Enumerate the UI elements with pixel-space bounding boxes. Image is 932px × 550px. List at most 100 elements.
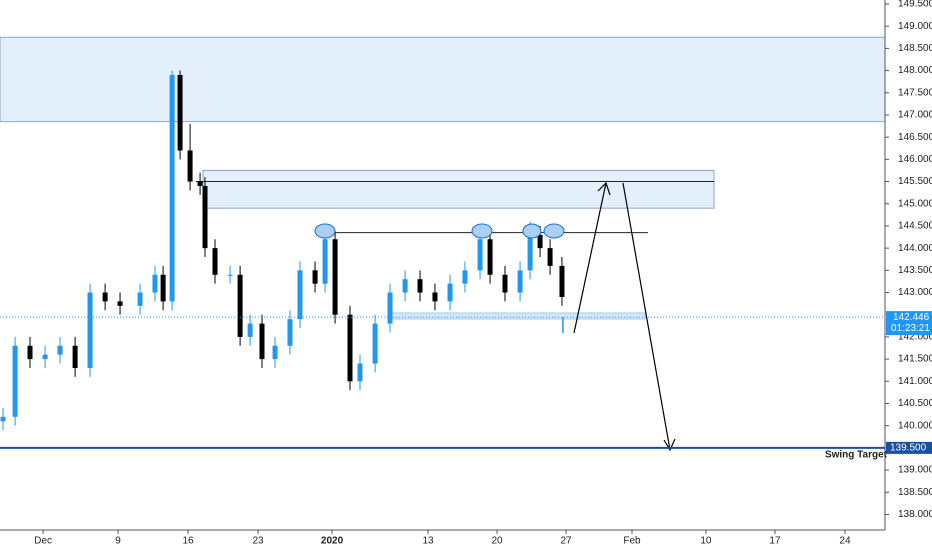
candle-body xyxy=(297,270,303,320)
candle-body xyxy=(187,150,193,182)
top-marker xyxy=(314,223,336,239)
candle-body xyxy=(372,323,378,364)
candle-body xyxy=(12,345,18,417)
candle-body xyxy=(332,239,338,315)
y-tick-label: 143.000 xyxy=(898,287,932,298)
candle-body xyxy=(197,181,203,186)
candle-body xyxy=(202,185,208,249)
candle-body xyxy=(0,416,6,422)
candle-body xyxy=(417,279,423,293)
candle-body xyxy=(247,323,253,337)
candle-body xyxy=(160,274,166,302)
candle-body xyxy=(462,270,468,284)
candles xyxy=(0,70,565,431)
y-tick-label: 145.500 xyxy=(898,176,932,187)
markers xyxy=(314,223,565,239)
x-tick-label: Feb xyxy=(623,536,641,547)
candle-body xyxy=(447,283,453,302)
candle-body xyxy=(387,292,393,324)
candle-body xyxy=(527,234,533,271)
y-tick-label: 147.500 xyxy=(898,87,932,98)
arrow-up xyxy=(573,181,611,334)
candle-body xyxy=(432,292,438,302)
candle-body xyxy=(402,279,408,293)
candle-body xyxy=(152,274,158,293)
candle-body xyxy=(287,319,293,346)
y-tick-label: 144.500 xyxy=(898,221,932,232)
y-tick-label: 140.000 xyxy=(898,420,932,431)
candle-body xyxy=(312,270,318,284)
candle-body xyxy=(502,274,508,293)
current-price-label: 142.446 xyxy=(893,312,930,323)
y-tick-label: 138.000 xyxy=(898,509,932,520)
y-tick-label: 140.500 xyxy=(898,398,932,409)
zone xyxy=(202,169,715,209)
arrows xyxy=(573,181,676,452)
candle-body xyxy=(212,248,218,275)
y-tick-label: 141.500 xyxy=(898,354,932,365)
candle-body xyxy=(169,75,175,302)
swing-target-box xyxy=(886,441,932,454)
candle-body xyxy=(137,292,143,306)
candle-body xyxy=(87,292,93,368)
y-tick-label: 143.500 xyxy=(898,265,932,276)
x-tick-label: Dec xyxy=(34,536,52,547)
y-tick-label: 149.000 xyxy=(898,21,932,32)
y-tick-label: 141.000 xyxy=(898,376,932,387)
candle-body xyxy=(227,274,233,276)
candle-body xyxy=(322,239,328,284)
candle-body xyxy=(559,265,565,297)
y-tick-label: 142.000 xyxy=(898,332,932,343)
x-tick-label: 16 xyxy=(182,536,194,547)
x-tick-label: 13 xyxy=(422,536,434,547)
candle-body xyxy=(57,345,63,355)
x-tick-label: 17 xyxy=(769,536,781,547)
y-tick-label: 146.500 xyxy=(898,132,932,143)
top-marker xyxy=(471,223,493,239)
candle-body xyxy=(177,75,183,151)
candle-body xyxy=(357,363,363,382)
candle-body xyxy=(517,270,523,293)
swing-target-label: Swing Target xyxy=(825,450,888,461)
candle-body xyxy=(42,354,48,360)
candle-body xyxy=(237,274,243,337)
candle-body xyxy=(477,239,483,271)
x-tick-label: 20 xyxy=(491,536,503,547)
candle-body xyxy=(27,345,33,360)
x-tick-label: 10 xyxy=(700,536,712,547)
y-tick-label: 139.000 xyxy=(898,465,932,476)
zone xyxy=(0,36,886,123)
x-tick-label: 9 xyxy=(115,536,121,547)
candle-body xyxy=(487,239,493,275)
zones xyxy=(0,36,886,209)
top-marker xyxy=(522,223,542,239)
candle-body xyxy=(102,292,108,302)
candle-body xyxy=(547,248,553,266)
y-tick-label: 148.500 xyxy=(898,43,932,54)
y-tick-label: 149.500 xyxy=(898,0,932,10)
support-band xyxy=(389,312,646,320)
y-tick-label: 147.000 xyxy=(898,110,932,121)
x-tick-label: 24 xyxy=(839,536,851,547)
axes: 138.000 138.500 139.000 140.000 140.500 141.0… xyxy=(34,0,932,547)
candle-body xyxy=(259,323,265,360)
y-tick-label: 144.000 xyxy=(898,243,932,254)
swing-target-value: 139.500 xyxy=(890,443,927,454)
y-tick-label: 146.000 xyxy=(898,154,932,165)
y-tick-label: 145.000 xyxy=(898,198,932,209)
y-tick-label: 138.500 xyxy=(898,487,932,498)
candle-body xyxy=(117,301,123,306)
candle-body xyxy=(347,314,353,382)
arrow-down xyxy=(622,182,676,452)
current-price-box xyxy=(886,311,932,336)
countdown-label: 01:23:21 xyxy=(891,323,930,334)
candle-body xyxy=(72,345,78,368)
x-tick-label: 2020 xyxy=(321,536,344,547)
top-marker xyxy=(543,223,565,239)
x-tick-label: 27 xyxy=(560,536,572,547)
candle-body xyxy=(272,345,278,360)
candle-body xyxy=(537,234,543,249)
y-tick-label: 148.000 xyxy=(898,65,932,76)
